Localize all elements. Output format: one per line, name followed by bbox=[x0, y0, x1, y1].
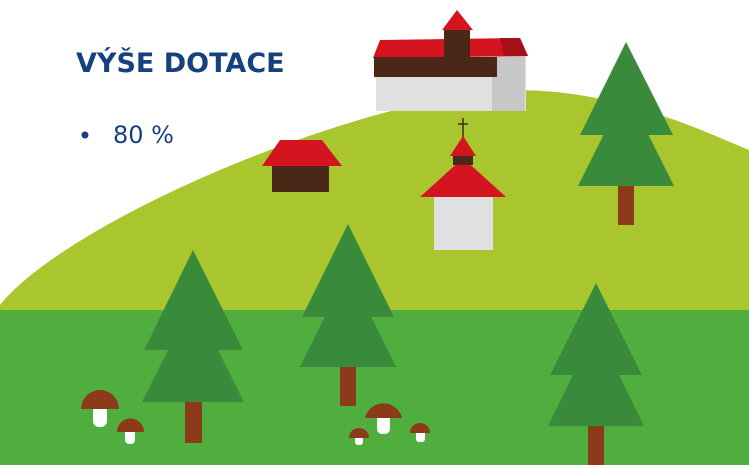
bullet bbox=[82, 132, 89, 139]
page: {"header": {"title": "VÝŠE DOTACE"}, "li… bbox=[0, 0, 749, 465]
illustration: VÝŠE DOTACE 80 % bbox=[0, 0, 749, 465]
list-item: 80 % bbox=[113, 121, 174, 149]
title: VÝŠE DOTACE bbox=[76, 47, 285, 79]
